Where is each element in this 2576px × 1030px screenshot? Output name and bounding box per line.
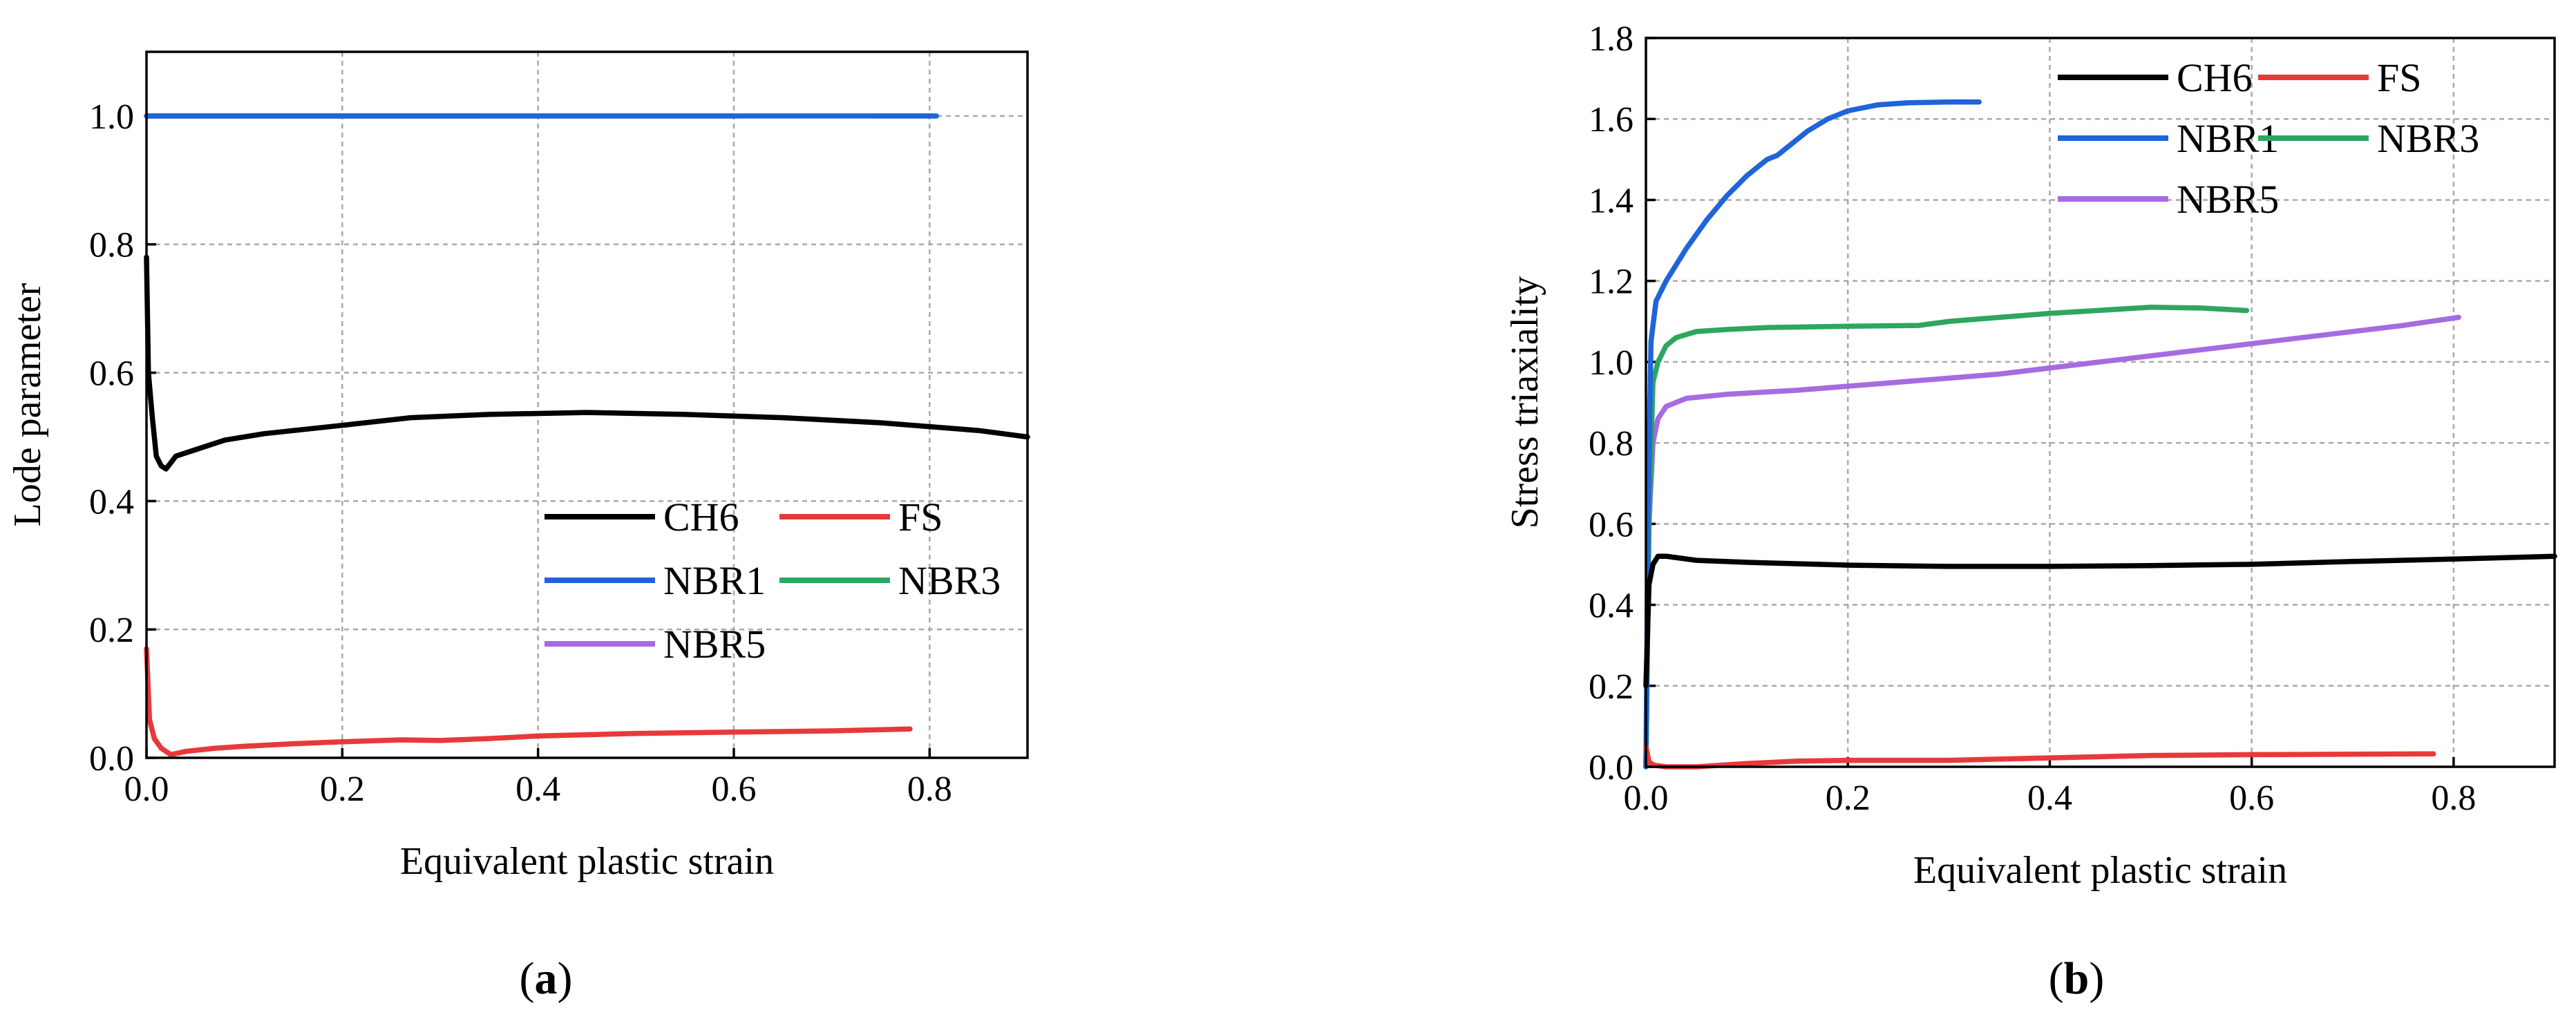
x-tick-label: 0.4	[2027, 779, 2072, 818]
series-line-ch6	[144, 254, 1030, 472]
panel-label-b-letter: b	[2064, 953, 2090, 1004]
x-axis-title: Equivalent plastic strain	[400, 840, 774, 883]
chart-stress-triaxiality: 0.0 0.2 0.4 0.6 0.8 0.0 0.2 0.4 0.6 0.8 1.0 1.2 1.4 1…	[1504, 19, 2557, 892]
series-line-nbr5	[1643, 314, 2461, 770]
y-tick-label: 0.6	[89, 354, 134, 394]
chart-lode-parameter: 0.0 0.2 0.4 0.6 0.8 0.0 0.2 0.4 0.6 0.8 1.0 Equival…	[6, 50, 1030, 883]
x-tick-label: 0.2	[320, 770, 365, 809]
legend-label-fs: FS	[898, 495, 943, 540]
series-line-ch6	[1643, 553, 2557, 689]
x-tick-label: 0.2	[1826, 779, 1871, 818]
panel-label-a-close: )	[558, 953, 573, 1004]
y-tick-label: 0.8	[1589, 424, 1633, 464]
y-tick-label: 1.2	[1589, 263, 1633, 302]
y-tick-label: 0.4	[89, 482, 134, 522]
x-tick-label: 0.0	[124, 770, 169, 809]
legend-label-nbr5: NBR5	[2177, 177, 2279, 222]
panel-label-b: (b)	[2049, 953, 2105, 1004]
series-line-nbr3	[1643, 305, 2250, 770]
legend-label-ch6: CH6	[663, 495, 739, 540]
x-tick-label: 0.6	[712, 770, 757, 809]
y-tick-label: 0.2	[89, 611, 134, 650]
y-tick-label: 0.0	[1589, 748, 1633, 788]
y-tick-label: 0.2	[1589, 667, 1633, 707]
panel-label-a-letter: a	[535, 953, 558, 1004]
plot-frame	[1645, 37, 2556, 768]
x-tick-label: 0.8	[907, 770, 952, 809]
y-tick-label: 0.0	[89, 739, 134, 779]
x-tick-label: 0.0	[1624, 779, 1669, 818]
y-tick-label: 0.4	[1589, 586, 1633, 626]
y-tick-label: 0.6	[1589, 505, 1633, 544]
y-axis-title: Lode parameter	[6, 283, 49, 526]
y-axis-title: Stress triaxiality	[1504, 276, 1546, 529]
x-axis-title: Equivalent plastic strain	[1913, 849, 2287, 892]
legend-label-nbr1: NBR1	[663, 558, 766, 603]
y-tick-label: 0.8	[89, 226, 134, 265]
x-tick-label: 0.4	[515, 770, 560, 809]
panel-label-b-open: (	[2049, 953, 2064, 1004]
series-line-nbr1	[1643, 99, 1982, 770]
legend: CH6 FS NBR1 NBR3 NBR5	[544, 495, 1001, 667]
series-line-fs	[1643, 743, 2436, 770]
panel-label-a: (a)	[520, 953, 573, 1004]
legend-label-nbr3: NBR3	[898, 558, 1001, 603]
x-tick-label: 0.6	[2229, 779, 2274, 818]
x-tick-label: 0.8	[2431, 779, 2476, 818]
panel-label-a-open: (	[520, 953, 535, 1004]
y-tick-label: 1.4	[1589, 181, 1633, 220]
y-tick-label: 1.0	[89, 97, 134, 137]
legend-label-nbr5: NBR5	[663, 622, 766, 667]
y-tick-label: 1.6	[1589, 100, 1633, 140]
panel-label-b-close: )	[2089, 953, 2104, 1004]
legend-label-nbr3: NBR3	[2377, 116, 2479, 161]
series-line-fs	[144, 646, 913, 758]
y-tick-label: 1.8	[1589, 19, 1633, 59]
y-tick-label: 1.0	[1589, 343, 1633, 383]
legend-label-ch6: CH6	[2177, 55, 2253, 100]
legend-label-fs: FS	[2377, 55, 2422, 100]
plot-frame	[145, 50, 1029, 759]
